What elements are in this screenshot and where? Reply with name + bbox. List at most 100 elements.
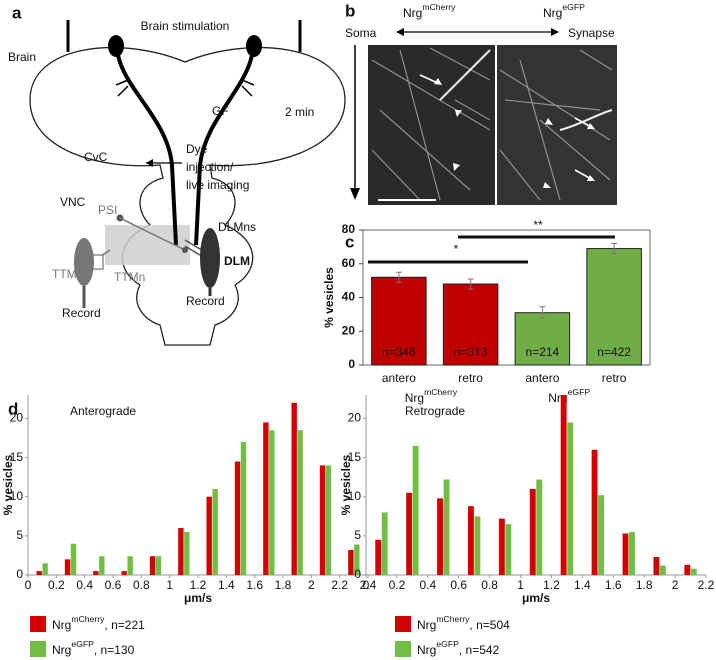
y-tick-label: 5 [16,528,23,542]
x-tick-label: 2 [672,578,679,592]
significance-label: * [454,242,459,256]
x-tick-label: 0.4 [419,578,436,592]
x-tick-label: antero [525,371,559,385]
x-tick-label: 0.8 [481,578,498,592]
x-tick-label: antero [382,371,416,385]
group-label: NrgeGFP [548,387,590,405]
x-tick-label: 1.6 [605,578,622,592]
bar-label: n=313 [454,345,488,359]
group-label-part: Nrg [405,391,424,405]
legend-label-part: , n=130 [94,643,135,657]
bar [684,564,691,575]
x-tick-label: 0.6 [105,578,122,592]
legend-label-part: , n=221 [104,618,145,632]
bar [212,488,218,575]
bar [381,512,388,575]
legend-label: NrgeGFP, n=130 [52,639,135,657]
bar [149,556,156,575]
panel-label: b [345,1,355,20]
x-tick-label: 0.8 [133,578,150,592]
x-tick-label: 1 [517,578,524,592]
kymographs [350,28,617,205]
bar [622,533,629,575]
x-tick-label: 1 [166,578,173,592]
x-tick-label: 0.6 [450,578,467,592]
ttm-label: TTM [52,267,77,281]
y-tick-label: 40 [342,290,356,304]
x-tick-label: 0.4 [76,578,93,592]
synapse-label: Synapse [568,26,615,40]
y-tick-label: 0 [16,567,23,581]
legend-label-part: mCherry [71,614,105,624]
cvc-label: CvC [84,150,108,164]
legend-swatch [30,616,46,632]
bar [375,539,382,575]
error-bar [467,278,474,290]
bar [234,461,241,575]
bar [99,556,105,575]
x-tick-label: 0 [363,578,370,592]
significance-label: ** [533,218,543,232]
bar [474,516,481,575]
y-axis-title: % vesicles [1,454,15,515]
bar [442,283,499,366]
gf-label: GF [212,104,229,118]
y-tick-label: 20 [348,411,362,425]
x-tick-label: 2 [308,578,315,592]
x-tick-label: 0 [25,578,32,592]
kymo-title: NrgeGFP [543,2,585,20]
bar [586,248,642,366]
kymo-title-part: Nrg [543,6,562,20]
bar [64,559,71,575]
y-axis-title: % vesicles [339,454,353,515]
bar [498,518,505,575]
bar [42,563,48,575]
record-label: Record [62,306,101,320]
bar [240,441,247,575]
dlm-label: DLM [224,254,250,268]
bar [127,556,133,575]
bar [269,430,275,575]
kymo-title-part: mCherry [422,2,456,12]
bar [297,430,303,575]
bar [598,495,604,575]
x-tick-label: 0.2 [389,578,406,592]
x-tick-label: 1.2 [190,578,207,592]
bar [206,496,212,575]
x-axis-title: μm/s [522,591,550,605]
x-tick-label: 2.4 [360,578,377,592]
x-tick-label: 1.8 [636,578,653,592]
panel-label: c [345,232,354,251]
bar [443,479,450,575]
error-bar [395,271,402,283]
legend-label-part: eGFP [71,639,94,649]
bar [505,524,512,575]
y-tick-label: 20 [10,411,24,425]
x-axis-title: μm/s [184,591,212,605]
y-tick-label: 10 [10,489,24,503]
y-tick-label: 60 [342,256,356,270]
x-tick-label: 1.4 [574,578,591,592]
legend-label-part: , n=542 [459,643,500,657]
bar [263,422,269,575]
chart-title: Retrograde [405,404,465,418]
y-tick-label: 15 [348,450,362,464]
record-label: Record [186,294,225,308]
error-bar [611,243,618,255]
group-label-part: eGFP [568,387,591,397]
legend-label-part: Nrg [417,643,436,657]
kymo-title-part: eGFP [562,2,585,12]
bar [178,528,184,575]
x-tick-label: 0.2 [48,578,65,592]
bar [591,449,598,575]
bar [536,479,543,575]
panel-label: a [12,3,22,22]
legend-label-part: Nrg [52,643,71,657]
bar [184,531,190,575]
bar [529,488,536,575]
kymo-title: NrgmCherry [403,2,456,20]
bar [155,556,162,575]
bar [371,276,427,366]
legend-label-part: Nrg [417,618,436,632]
